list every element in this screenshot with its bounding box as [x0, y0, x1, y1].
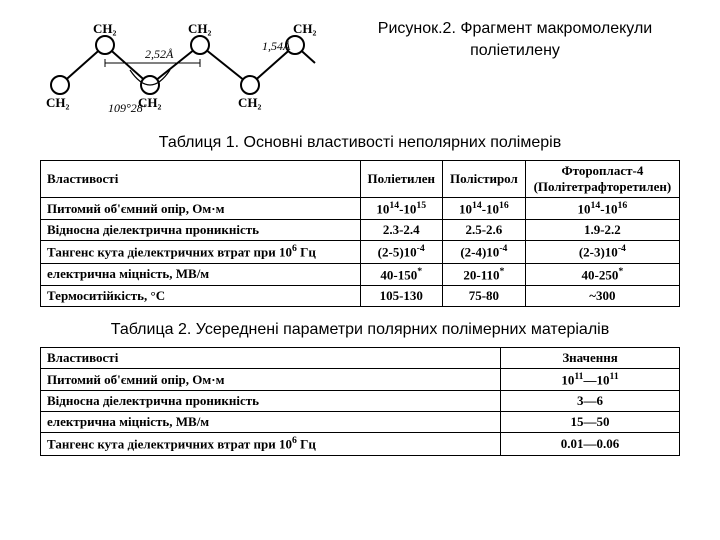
table-row: Питомий об'ємний опір, Ом·м1014-10151014…: [41, 198, 680, 220]
table1-val-0-2: 1014-1016: [525, 198, 679, 220]
figure-caption-line2: поліетилену: [470, 42, 560, 59]
table-row: електрична міцність, МВ/м15—50: [41, 412, 680, 433]
table1-prop-2: Тангенс кута діелектричних втрат при 106…: [41, 241, 361, 263]
table1-val-4-1: 75-80: [442, 285, 525, 306]
table1-val-2-0: (2-5)10-4: [360, 241, 442, 263]
table2-val-1: 3—6: [501, 391, 680, 412]
table1-col-1: Полістирол: [442, 161, 525, 198]
svg-text:CH₂: CH₂: [238, 95, 262, 110]
svg-text:2,52Å: 2,52Å: [145, 47, 174, 61]
table1-col-2: Фторопласт-4(Політетрафторетилен): [525, 161, 679, 198]
table-row: Відносна діелектрична проникність3—6: [41, 391, 680, 412]
figure-caption-line1: Рисунок.2. Фрагмент макромолекули: [378, 20, 652, 37]
table1-val-1-2: 1.9-2.2: [525, 220, 679, 241]
table1-val-3-0: 40-150*: [360, 263, 442, 285]
table2-prop-3: Тангенс кута діелектричних втрат при 106…: [41, 433, 501, 455]
table1-head-prop: Властивості: [41, 161, 361, 198]
figure-row: CH₂CH₂CH₂CH₂CH₂CH₂2,52Å1,54Å109°28′ Рису…: [40, 10, 680, 120]
table2: ВластивостіЗначенняПитомий об'ємний опір…: [40, 347, 680, 456]
table1-prop-4: Термоситійкість, °С: [41, 285, 361, 306]
svg-text:CH₂: CH₂: [293, 21, 317, 36]
table1-caption: Таблиця 1. Основні властивості неполярни…: [40, 134, 680, 152]
table2-val-3: 0.01—0.06: [501, 433, 680, 455]
table2-val-0: 1011—1011: [501, 368, 680, 390]
table2-prop-0: Питомий об'ємний опір, Ом·м: [41, 368, 501, 390]
svg-text:CH₂: CH₂: [46, 95, 70, 110]
macromolecule-diagram: CH₂CH₂CH₂CH₂CH₂CH₂2,52Å1,54Å109°28′: [40, 10, 330, 120]
table2-head-val: Значення: [501, 347, 680, 368]
table1-val-1-0: 2.3-2.4: [360, 220, 442, 241]
table1-val-3-1: 20-110*: [442, 263, 525, 285]
table1-prop-0: Питомий об'ємний опір, Ом·м: [41, 198, 361, 220]
table-row: Питомий об'ємний опір, Ом·м1011—1011: [41, 368, 680, 390]
table1-val-2-2: (2-3)10-4: [525, 241, 679, 263]
table1-val-4-0: 105-130: [360, 285, 442, 306]
table1-val-0-1: 1014-1016: [442, 198, 525, 220]
table1-val-2-1: (2-4)10-4: [442, 241, 525, 263]
figure-caption: Рисунок.2. Фрагмент макромолекули поліет…: [350, 10, 680, 61]
svg-text:1,54Å: 1,54Å: [262, 39, 291, 53]
table2-caption: Таблица 2. Усереднені параметри полярних…: [40, 321, 680, 339]
table1-val-4-2: ~300: [525, 285, 679, 306]
svg-text:CH₂: CH₂: [188, 21, 212, 36]
table1-val-0-0: 1014-1015: [360, 198, 442, 220]
table-row: електрична міцність, МВ/м40-150*20-110*4…: [41, 263, 680, 285]
table2-prop-2: електрична міцність, МВ/м: [41, 412, 501, 433]
table1: ВластивостіПоліетиленПолістиролФтороплас…: [40, 160, 680, 307]
table1-col-0: Поліетилен: [360, 161, 442, 198]
svg-text:CH₂: CH₂: [93, 21, 117, 36]
table1-prop-3: електрична міцність, МВ/м: [41, 263, 361, 285]
table2-prop-1: Відносна діелектрична проникність: [41, 391, 501, 412]
table-row: Тангенс кута діелектричних втрат при 106…: [41, 241, 680, 263]
table2-head-prop: Властивості: [41, 347, 501, 368]
table1-val-1-1: 2.5-2.6: [442, 220, 525, 241]
table-row: Відносна діелектрична проникність2.3-2.4…: [41, 220, 680, 241]
svg-text:109°28′: 109°28′: [108, 101, 146, 115]
page: CH₂CH₂CH₂CH₂CH₂CH₂2,52Å1,54Å109°28′ Рису…: [0, 0, 720, 540]
table-row: Тангенс кута діелектричних втрат при 106…: [41, 433, 680, 455]
table1-prop-1: Відносна діелектрична проникність: [41, 220, 361, 241]
table-row: Термоситійкість, °С105-13075-80~300: [41, 285, 680, 306]
table1-val-3-2: 40-250*: [525, 263, 679, 285]
table2-val-2: 15—50: [501, 412, 680, 433]
